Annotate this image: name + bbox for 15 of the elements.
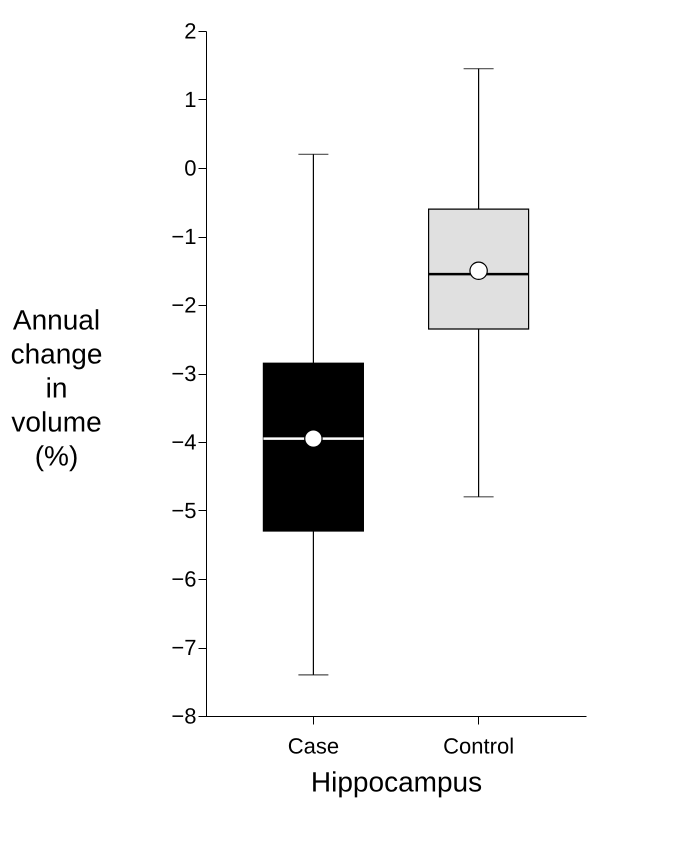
y-tick-label: −4: [171, 430, 196, 454]
y-tick-label: −2: [171, 292, 196, 318]
y-tick-label: −6: [171, 566, 196, 592]
y-tick-label: 1: [184, 87, 196, 112]
x-tick-label: Control: [443, 734, 514, 758]
y-tick-label: −8: [171, 704, 196, 728]
x-tick-label: Case: [288, 734, 340, 758]
y-tick-label: 0: [184, 156, 196, 180]
y-axis-title: Annual change in volume (%): [10, 304, 102, 472]
x-axis-title: Hippocampus: [310, 766, 482, 798]
y-tick-label: 2: [184, 18, 196, 44]
y-tick-label: −5: [171, 498, 196, 523]
y-tick-label: −3: [171, 361, 196, 386]
y-tick-label: −1: [171, 224, 196, 249]
y-tick-label: −7: [171, 635, 196, 660]
